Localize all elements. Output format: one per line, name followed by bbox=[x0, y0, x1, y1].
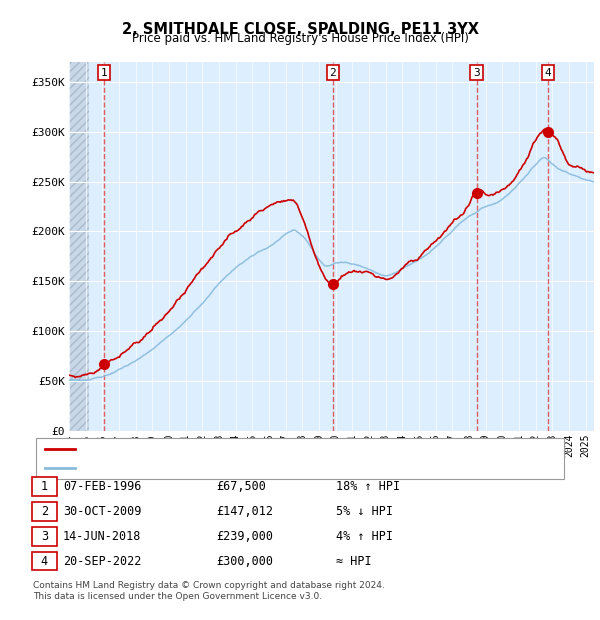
Text: 4% ↑ HPI: 4% ↑ HPI bbox=[336, 530, 393, 542]
Bar bbox=[69, 62, 89, 431]
Text: £300,000: £300,000 bbox=[216, 555, 273, 567]
Text: £239,000: £239,000 bbox=[216, 530, 273, 542]
Text: 20-SEP-2022: 20-SEP-2022 bbox=[63, 555, 142, 567]
Text: HPI: Average price, detached house, South Holland: HPI: Average price, detached house, Sout… bbox=[81, 463, 387, 472]
Text: 4: 4 bbox=[41, 555, 48, 567]
Text: 30-OCT-2009: 30-OCT-2009 bbox=[63, 505, 142, 518]
Text: 2: 2 bbox=[329, 68, 336, 78]
Text: 3: 3 bbox=[473, 68, 480, 78]
Text: Contains HM Land Registry data © Crown copyright and database right 2024.: Contains HM Land Registry data © Crown c… bbox=[33, 581, 385, 590]
Text: 4: 4 bbox=[544, 68, 551, 78]
Text: 2, SMITHDALE CLOSE, SPALDING, PE11 3YX (detached house): 2, SMITHDALE CLOSE, SPALDING, PE11 3YX (… bbox=[81, 445, 425, 454]
Text: £147,012: £147,012 bbox=[216, 505, 273, 518]
Text: 5% ↓ HPI: 5% ↓ HPI bbox=[336, 505, 393, 518]
Text: 1: 1 bbox=[41, 480, 48, 493]
Text: ≈ HPI: ≈ HPI bbox=[336, 555, 371, 567]
Text: This data is licensed under the Open Government Licence v3.0.: This data is licensed under the Open Gov… bbox=[33, 592, 322, 601]
Text: £67,500: £67,500 bbox=[216, 480, 266, 493]
Text: 14-JUN-2018: 14-JUN-2018 bbox=[63, 530, 142, 542]
Text: 18% ↑ HPI: 18% ↑ HPI bbox=[336, 480, 400, 493]
Text: Price paid vs. HM Land Registry's House Price Index (HPI): Price paid vs. HM Land Registry's House … bbox=[131, 32, 469, 45]
Text: 07-FEB-1996: 07-FEB-1996 bbox=[63, 480, 142, 493]
Text: 3: 3 bbox=[41, 530, 48, 542]
Text: 1: 1 bbox=[101, 68, 107, 78]
Text: 2: 2 bbox=[41, 505, 48, 518]
Text: 2, SMITHDALE CLOSE, SPALDING, PE11 3YX: 2, SMITHDALE CLOSE, SPALDING, PE11 3YX bbox=[121, 22, 479, 37]
